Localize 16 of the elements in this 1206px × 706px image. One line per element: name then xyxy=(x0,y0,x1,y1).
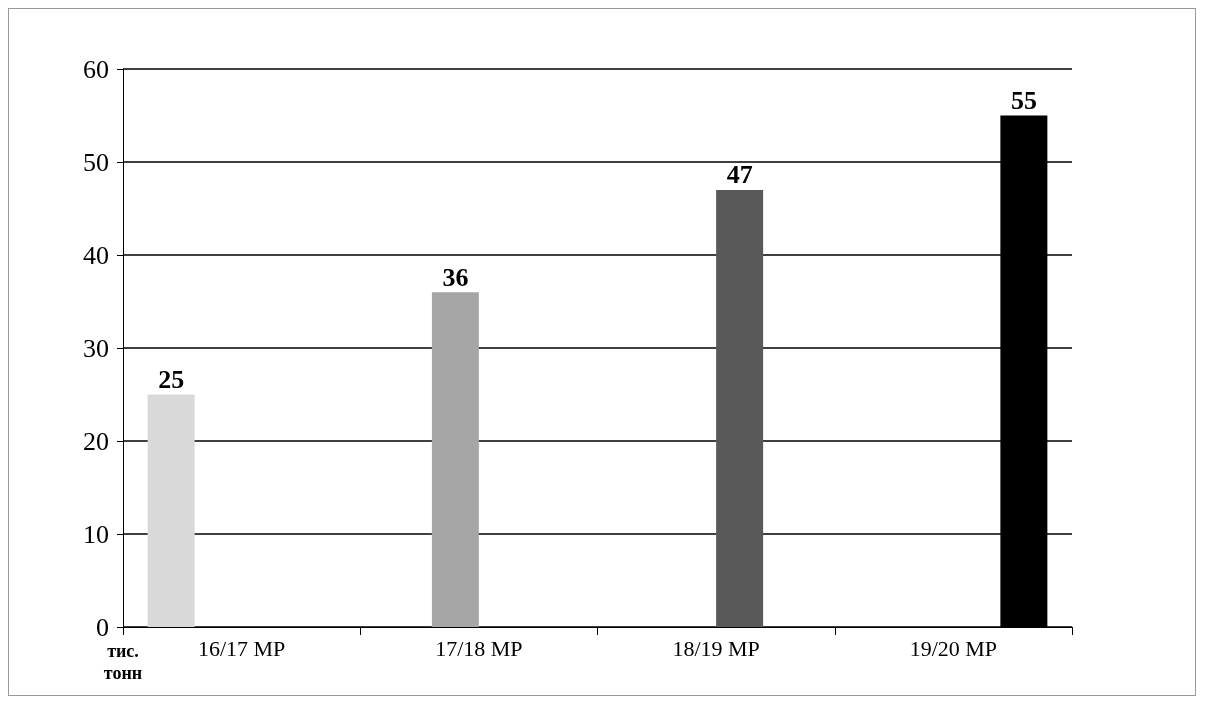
x-tick-label: 17/18 МР xyxy=(435,635,523,661)
x-tick-label: 18/19 МР xyxy=(672,635,760,661)
x-tick-label: 16/17 МР xyxy=(197,635,286,661)
y-tick-label: 30 xyxy=(83,333,109,363)
y-axis-title: тис. тонн xyxy=(103,640,143,683)
data-label: 36 xyxy=(442,262,469,292)
y-tick-label: 10 xyxy=(83,519,109,549)
data-label: 55 xyxy=(1010,86,1037,115)
y-tick-label: 40 xyxy=(83,240,109,270)
data-label: 25 xyxy=(158,365,185,394)
y-tick-label: 50 xyxy=(83,147,109,177)
y-tick-label: 20 xyxy=(83,426,109,456)
data-label: 47 xyxy=(726,160,753,190)
x-tick-label: 19/20 МР xyxy=(909,635,998,661)
y-tick-label: 0 xyxy=(96,612,109,642)
y-tick-label: 60 xyxy=(83,54,109,84)
